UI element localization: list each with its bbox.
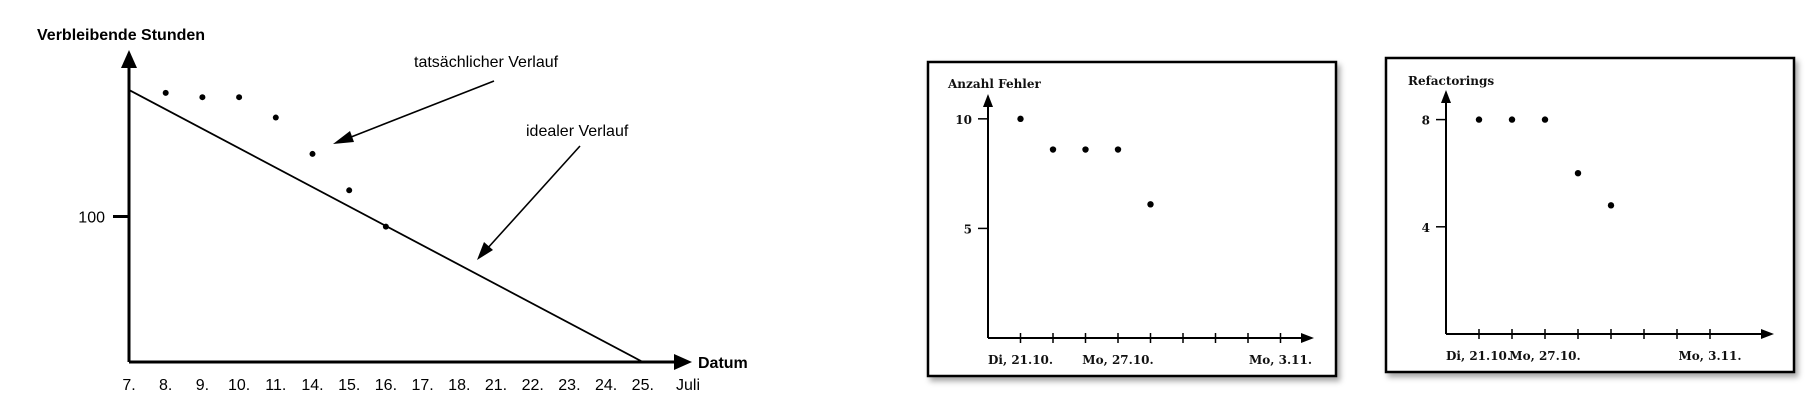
burndown-y-arrow [121, 50, 137, 68]
errors-chart: Anzahl Fehler Di, 21.10. Mo, 27.10. Mo, 3.… [926, 60, 1338, 378]
refactorings-y-tick-label: 4 [1422, 221, 1430, 235]
annotation-actual-label: tatsächlicher Verlauf [414, 54, 559, 71]
annotation-actual-arrow [345, 80, 495, 140]
burndown-axes [121, 50, 692, 370]
burndown-chart: Verbleibende Stunden Datum Juli 7. 8. 9. 10… [37, 27, 748, 394]
errors-y-tick-label: 5 [964, 222, 972, 236]
burndown-x-tick-label: 15. [338, 377, 360, 394]
burndown-x-tick-label: 23. [558, 377, 580, 394]
burndown-x-tick-label: 16. [375, 377, 397, 394]
errors-points-group [1017, 115, 1154, 208]
errors-point [1082, 146, 1089, 153]
errors-x-arrow [1301, 333, 1314, 343]
refactorings-point [1508, 116, 1516, 123]
refactorings-x-tick-label: Mo, 3.11. [1678, 349, 1741, 363]
refactorings-x-ticks: Di, 21.10.Mo, 27.10. Mo, 3.11. [1446, 329, 1742, 363]
burndown-x-axis-label: Datum [698, 355, 748, 372]
burndown-x-unit: Juli [676, 377, 700, 394]
annotation-ideal-label: idealer Verlauf [526, 123, 629, 140]
errors-y-axis-label: Anzahl Fehler [947, 77, 1042, 91]
burndown-x-tick-label: 21. [485, 377, 507, 394]
annotation-ideal: idealer Verlauf [477, 123, 629, 260]
burndown-x-tick-label: 18. [448, 377, 470, 394]
burndown-x-tick-label: 8. [159, 377, 172, 394]
errors-x-tick-label: Mo, 3.11. [1249, 353, 1312, 367]
errors-x-ticks: Di, 21.10. Mo, 27.10. Mo, 3.11. [988, 333, 1312, 367]
annotation-ideal-arrow [485, 145, 581, 251]
burndown-y-tick-label: 100 [78, 210, 105, 227]
errors-point [1114, 146, 1122, 153]
errors-y-ticks: 5 10 [955, 113, 988, 236]
annotation-ideal-arrowhead [477, 242, 493, 260]
burndown-x-tick-label: 17. [411, 377, 433, 394]
burndown-x-tick-label: 11. [265, 377, 286, 394]
refactorings-point [1475, 116, 1483, 123]
refactorings-x-arrow [1761, 329, 1774, 339]
refactorings-y-axis-label: Refactorings [1408, 74, 1494, 88]
refactorings-x-tick-label: Mo, 27.10. [1509, 349, 1580, 363]
errors-y-tick-label: 10 [955, 113, 972, 127]
refactorings-points-group [1475, 116, 1615, 209]
burndown-x-tick-label: 14. [301, 377, 323, 394]
annotation-actual-arrowhead [333, 131, 354, 144]
refactorings-x-tick-label: Di, 21.10. [1446, 349, 1511, 363]
actual-point [346, 187, 353, 194]
burndown-x-tick-label: 25. [632, 377, 654, 394]
burndown-y-axis-label: Verbleibende Stunden [37, 27, 205, 44]
burndown-x-ticks: 7. 8. 9. 10. 11. 14. 15. 16. 17. 18. 21. 22. 23. 24. 2… [122, 377, 654, 394]
actual-point [199, 94, 206, 101]
errors-y-arrow [983, 94, 993, 107]
burndown-x-tick-label: 22. [522, 377, 544, 394]
burndown-x-tick-label: 24. [595, 377, 617, 394]
actual-point [162, 89, 169, 96]
refactorings-point [1607, 202, 1615, 209]
actual-point [309, 150, 316, 157]
actual-point [382, 223, 389, 230]
burndown-x-arrow [674, 354, 692, 370]
refactorings-y-tick-label: 8 [1422, 114, 1430, 128]
actual-point [272, 114, 279, 121]
annotation-actual: tatsächlicher Verlauf [333, 54, 559, 144]
errors-point [1049, 146, 1057, 153]
refactorings-point [1541, 116, 1549, 123]
actual-points-group [162, 89, 389, 230]
refactorings-chart-frame [1384, 56, 1796, 374]
errors-point [1017, 115, 1024, 123]
burndown-x-tick-label: 10. [228, 377, 250, 394]
refactorings-chart: Refactorings Di, 21.10.Mo, 27.10. Mo, 3.1… [1384, 56, 1796, 374]
refactorings-y-arrow [1441, 90, 1451, 103]
errors-x-tick-label: Di, 21.10. [988, 353, 1053, 367]
errors-x-tick-label: Mo, 27.10. [1082, 353, 1153, 367]
errors-chart-frame [926, 60, 1338, 378]
refactorings-y-ticks: 48 [1422, 114, 1446, 235]
actual-point [236, 94, 243, 101]
burndown-y-ticks: 100 [78, 210, 129, 227]
burndown-x-tick-label: 7. [122, 377, 135, 394]
errors-point [1147, 201, 1154, 208]
burndown-x-tick-label: 9. [196, 377, 209, 394]
refactorings-point [1574, 170, 1582, 177]
